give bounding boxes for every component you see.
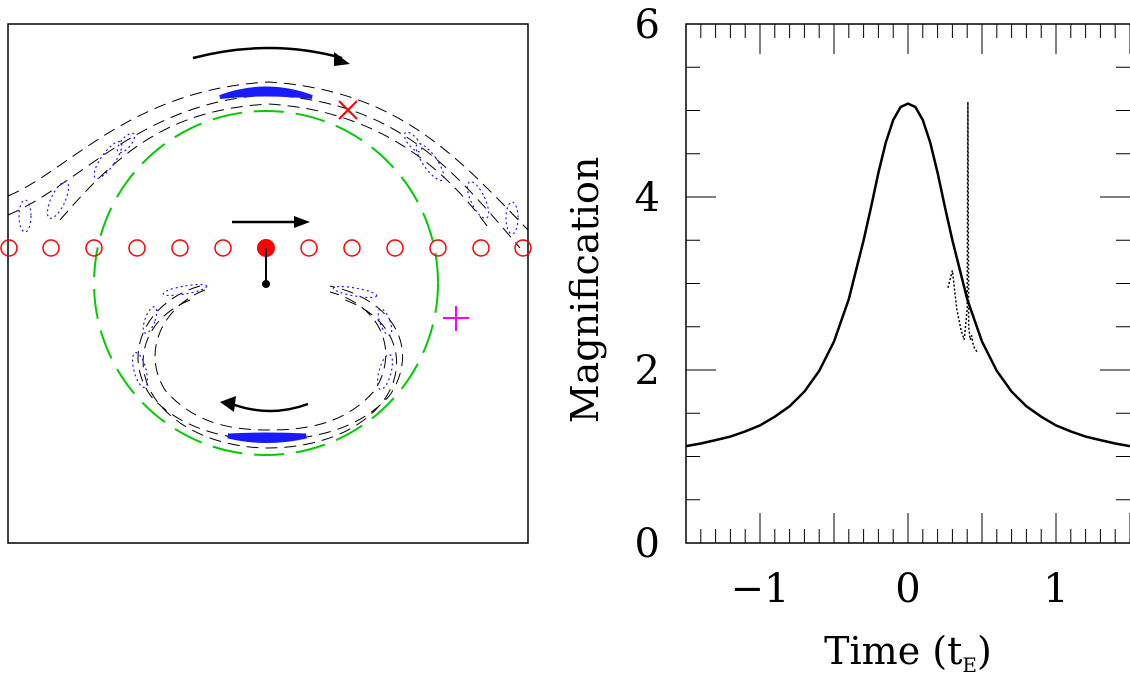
- tick-labels: −1 0 1 0 2 4 6: [635, 2, 1069, 612]
- upper-dashed-curve-outer: [7, 81, 529, 231]
- x-axis-label: Time (tE): [824, 629, 992, 677]
- plot-frame: [685, 23, 1130, 544]
- tick-marks: [685, 23, 1130, 544]
- diagram-frame: [7, 23, 529, 544]
- x-tick-label: −1: [731, 566, 790, 612]
- x-tick-label: 1: [1043, 566, 1068, 612]
- x-axis-label-close: ): [977, 629, 992, 673]
- y-tick-label: 0: [635, 521, 660, 567]
- lower-dashed-loop-third: [142, 299, 398, 449]
- faint-images: [18, 131, 519, 391]
- solid-series-line: [685, 102, 1130, 448]
- einstein-ring: [93, 110, 439, 456]
- series-lines: [685, 101, 1130, 448]
- upper-bright-arc: [219, 86, 313, 99]
- y-tick-label: 4: [635, 175, 660, 221]
- y-tick-label: 2: [635, 348, 660, 394]
- lower-dashed-loop-inner: [154, 289, 387, 431]
- cross-marker: [338, 100, 358, 120]
- x-axis-label-main: Time (t: [824, 629, 962, 673]
- y-tick-label: 6: [635, 2, 660, 48]
- x-axis-label-sub: E: [962, 653, 977, 677]
- lens-star: [262, 280, 270, 288]
- y-axis-label: Magnification: [563, 157, 607, 424]
- plot-border: [685, 23, 1130, 544]
- source-track: [0, 239, 532, 257]
- upper-dashed-curve-inner: [59, 103, 491, 231]
- x-tick-label: 0: [895, 566, 920, 612]
- bottom-arc-arrow: [220, 396, 309, 413]
- plus-marker: [443, 306, 469, 331]
- dotted-series-line: [947, 101, 979, 354]
- source-direction-arrow: [232, 216, 310, 228]
- lower-bright-arc: [227, 432, 307, 443]
- top-arc-arrow: [192, 46, 350, 66]
